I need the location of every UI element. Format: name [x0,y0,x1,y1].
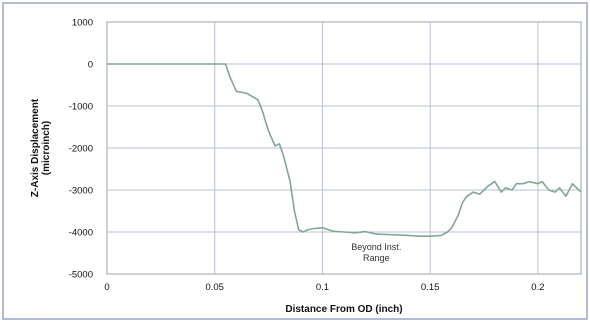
y-axis-unit-label: (microinch) [41,121,52,175]
annotation-line-2: Range [363,253,390,263]
y-tick-label: -4000 [69,228,93,239]
x-tick-label: 0.15 [421,282,440,293]
y-tick-labels: 1000 0 -1000 -2000 -3000 -4000 -5000 [69,18,93,281]
annotation: Beyond Inst. Range [351,242,401,263]
y-tick-label: -3000 [69,186,93,197]
y-tick-label: 0 [88,60,93,71]
x-axis-label: Distance From OD (inch) [285,304,402,315]
x-tick-label: 0 [104,282,109,293]
x-tick-labels: 0 0.05 0.1 0.15 0.2 [104,282,544,293]
x-tick-label: 0.1 [316,282,329,293]
y-tick-label: -5000 [69,270,93,281]
y-axis-label: Z-Axis Displacement [30,98,41,197]
y-tick-label: -1000 [69,102,93,113]
x-tick-label: 0.2 [531,282,544,293]
x-tick-label: 0.05 [205,282,224,293]
y-axis-label-group: Z-Axis Displacement (microinch) [30,98,52,197]
y-tick-label: 1000 [72,18,93,29]
y-tick-label: -2000 [69,144,93,155]
series-line [107,63,582,237]
series-group [107,63,582,237]
annotation-line-1: Beyond Inst. [351,242,401,252]
